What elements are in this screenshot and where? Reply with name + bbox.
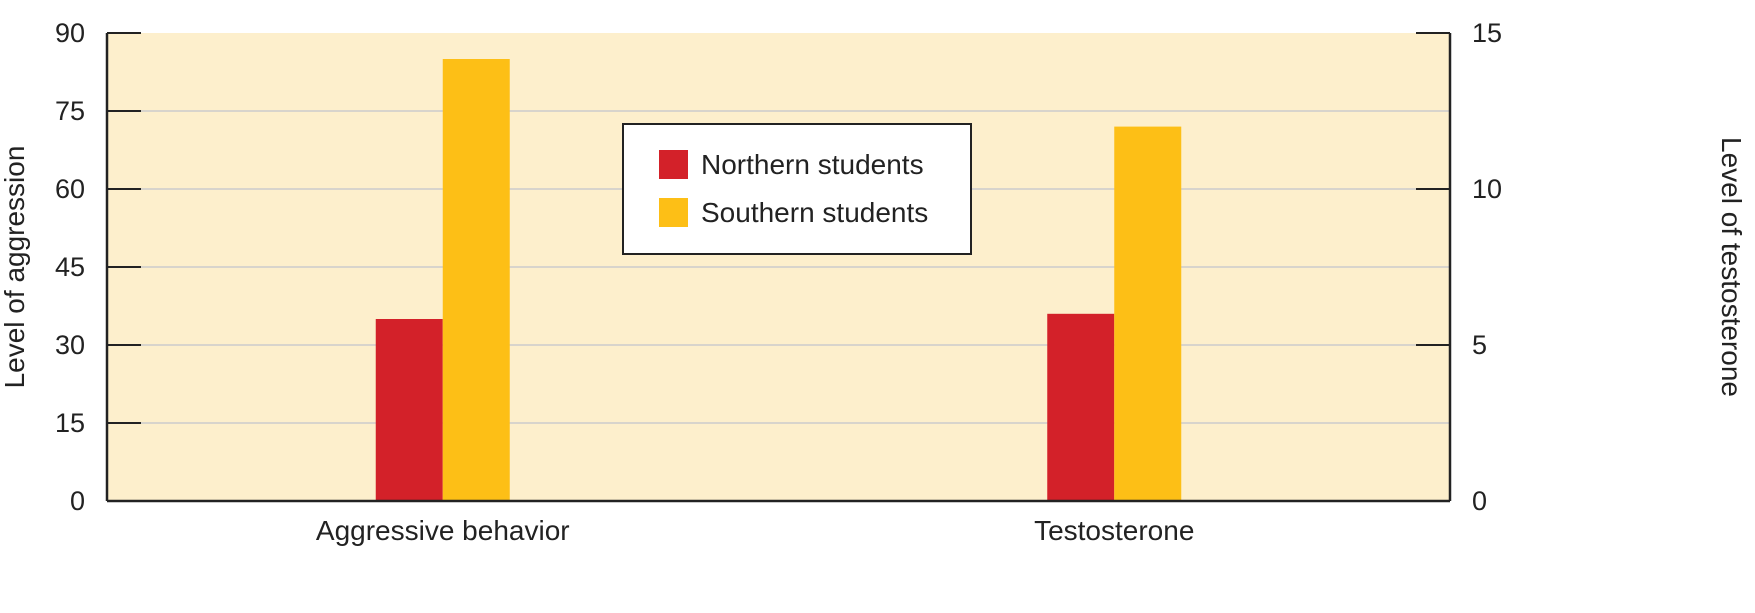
y-tick-label-left: 75 [55, 96, 85, 126]
y-axis-title-right: Level of testosterone [1716, 137, 1747, 397]
y-tick-label-left: 30 [55, 330, 85, 360]
legend-box [622, 123, 972, 255]
y-tick-label-right: 0 [1472, 486, 1487, 516]
legend-label-northern: Northern students [701, 149, 924, 180]
legend: Northern students Southern students [622, 123, 972, 255]
bar-northern-aggressive-behavior [375, 319, 443, 501]
tick-labels: 0 15 30 45 60 75 90 0 5 10 15 Aggressive behavior Te… [55, 18, 1502, 546]
legend-label-southern: Southern students [701, 197, 928, 228]
bar-southern-aggressive-behavior [442, 59, 510, 501]
y-tick-label-left: 0 [70, 486, 85, 516]
legend-swatch-northern [659, 150, 688, 179]
y-tick-label-right: 5 [1472, 330, 1487, 360]
y-tick-label-right: 10 [1472, 174, 1502, 204]
axes [105, 32, 1452, 503]
bar-northern-testosterone [1047, 313, 1115, 501]
bars [375, 59, 1182, 501]
y-tick-label-left: 60 [55, 174, 85, 204]
x-category-label: Testosterone [1034, 515, 1194, 546]
y-tick-label-left: 15 [55, 408, 85, 438]
y-axis-title-left: Level of aggression [0, 146, 30, 389]
y-tick-label-left: 45 [55, 252, 85, 282]
y-tick-label-left: 90 [55, 18, 85, 48]
x-category-label: Aggressive behavior [316, 515, 570, 546]
bar-southern-testosterone [1114, 126, 1182, 501]
y-tick-label-right: 15 [1472, 18, 1502, 48]
legend-swatch-southern [659, 198, 688, 227]
